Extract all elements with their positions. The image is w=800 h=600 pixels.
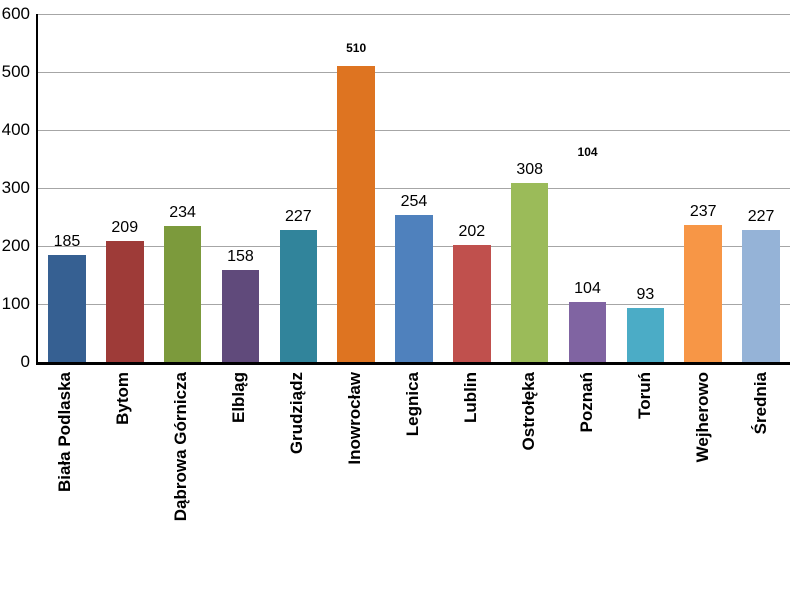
category-label: Ostrołęka [519, 372, 538, 451]
value-label: 308 [516, 161, 544, 179]
category-label: Wejherowo [693, 372, 712, 463]
category-label: Inowrocław [345, 372, 364, 465]
value-label: 234 [169, 204, 196, 222]
y-tick-label: 300 [1, 178, 30, 197]
bar [105, 240, 144, 362]
value-label: 510 [346, 41, 367, 56]
y-tick-label: 0 [20, 352, 30, 371]
x-label-slot: Poznań [558, 372, 616, 596]
bar-slot: 308 [501, 14, 559, 362]
bar [568, 301, 607, 362]
value-label: 158 [227, 248, 254, 266]
bar [337, 66, 375, 362]
bar [395, 214, 433, 362]
value-label: 227 [747, 208, 775, 226]
category-label: Elbląg [229, 372, 248, 424]
y-tick-label: 500 [1, 62, 30, 81]
x-label-slot: Biała Podlaska [36, 372, 94, 596]
bar [48, 254, 86, 362]
x-label-slot: Bytom [94, 372, 152, 596]
y-tick-label: 400 [1, 120, 30, 139]
category-label: Grudziądz [287, 372, 306, 455]
category-label: Biała Podlaska [55, 372, 74, 493]
bar-slot: 254 [385, 14, 443, 362]
category-label: Poznań [577, 372, 596, 433]
category-label: Bytom [113, 372, 132, 425]
bar-slot: 104 [559, 14, 617, 362]
bar [684, 224, 722, 362]
value-label: 227 [284, 208, 312, 226]
x-label-slot: Ostrołęka [500, 372, 558, 596]
x-label-slot: Wejherowo [674, 372, 732, 596]
bars-container: 185 209 234 158 227 510 254 202 308 104 93 237 227 [38, 14, 790, 362]
bar-slot: 209 [96, 14, 154, 362]
bar [742, 230, 780, 362]
x-label-slot: Dąbrowa Górnicza [152, 372, 210, 596]
category-label: Legnica [403, 372, 422, 437]
value-label: 209 [111, 218, 139, 236]
plot-area: 185 209 234 158 227 510 254 202 308 104 93 237 227 1… [36, 14, 790, 365]
bar [453, 244, 491, 362]
bar-slot: 158 [212, 14, 270, 362]
value-label: 93 [636, 286, 655, 304]
bar [279, 230, 318, 362]
x-axis-labels: Biała Podlaska Bytom Dąbrowa Górnicza Elblą… [36, 372, 790, 596]
bar-slot: 510 [327, 14, 385, 362]
bar-slot: 93 [616, 14, 674, 362]
annotation-label: 104 [577, 145, 598, 159]
bar [163, 226, 202, 362]
y-tick-label: 600 [1, 4, 30, 23]
x-label-slot: Toruń [616, 372, 674, 596]
category-label: Średnia [751, 372, 770, 435]
category-label: Dąbrowa Górnicza [171, 372, 190, 522]
bar-slot: 234 [154, 14, 212, 362]
bar-slot: 227 [732, 14, 790, 362]
bar-slot: 185 [38, 14, 96, 362]
gridline [38, 14, 790, 15]
value-label: 104 [574, 279, 601, 297]
bar [510, 183, 549, 362]
x-label-slot: Lublin [442, 372, 500, 596]
bar-slot: 202 [443, 14, 501, 362]
bar-slot: 237 [674, 14, 732, 362]
x-label-slot: Grudziądz [268, 372, 326, 596]
value-label: 254 [400, 192, 428, 210]
x-label-slot: Średnia [732, 372, 790, 596]
gridline [38, 72, 790, 73]
category-label: Lublin [461, 372, 480, 423]
x-label-slot: Legnica [384, 372, 442, 596]
bar-slot: 227 [269, 14, 327, 362]
bar [221, 270, 260, 362]
value-label: 202 [458, 222, 486, 240]
bar [626, 308, 665, 362]
x-label-slot: Inowrocław [326, 372, 384, 596]
gridline [38, 130, 790, 131]
gridline [38, 188, 790, 189]
value-label: 237 [689, 202, 717, 220]
value-label: 185 [53, 232, 81, 250]
category-label: Toruń [635, 372, 654, 419]
y-tick-label: 200 [1, 236, 30, 255]
y-tick-label: 100 [1, 294, 30, 313]
x-label-slot: Elbląg [210, 372, 268, 596]
